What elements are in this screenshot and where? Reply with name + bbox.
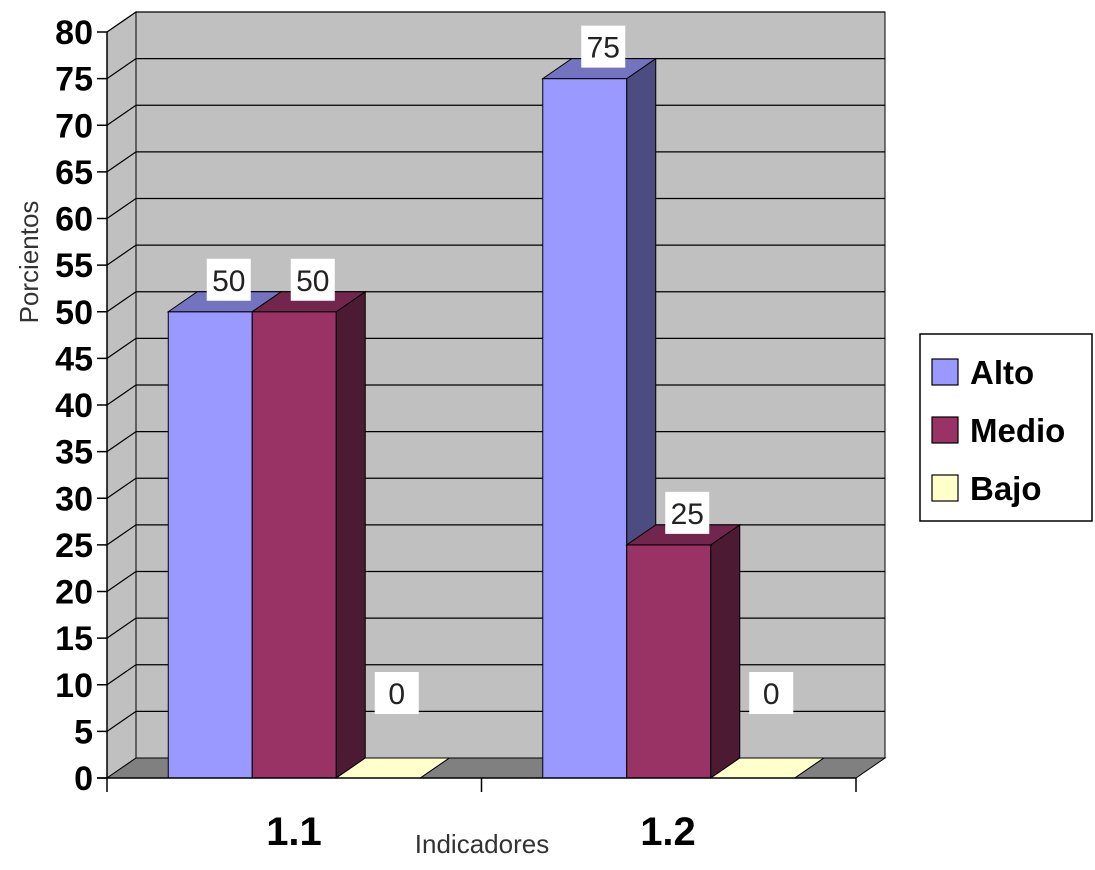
y-tick-label: 70	[55, 107, 93, 145]
legend-swatch	[931, 358, 959, 386]
bar-side	[335, 290, 366, 779]
y-tick-label: 25	[55, 527, 93, 565]
data-label-text: 50	[296, 265, 329, 298]
y-tick-label: 35	[55, 434, 93, 472]
bar-front	[542, 78, 628, 779]
bar-front	[251, 311, 337, 779]
bar-top	[250, 291, 367, 313]
data-label-bajo-1.1: 0	[374, 672, 419, 714]
data-label-alto-1.2: 75	[581, 25, 626, 68]
legend-label: Bajo	[970, 470, 1042, 507]
data-label-bg	[749, 672, 794, 714]
bar-medio-1.2	[625, 523, 742, 779]
data-label-text: 50	[212, 265, 245, 298]
y-tick-label: 65	[55, 154, 93, 192]
y-tick-label: 30	[55, 480, 93, 518]
data-label-text: 75	[587, 32, 620, 65]
bar-side	[710, 523, 741, 779]
axes	[97, 11, 885, 792]
legend-swatch	[931, 474, 959, 502]
y-tick-label: 60	[55, 201, 93, 239]
y-tick-label: 55	[55, 247, 93, 285]
data-label-bg	[206, 258, 251, 301]
data-label-text: 0	[388, 678, 405, 711]
legend-label: Alto	[970, 354, 1034, 391]
y-tick-label: 80	[55, 14, 93, 52]
y-tick-labels: 0 5 10 15 20 25 30 35 40 45 50 55 60 65 70 75 80	[55, 14, 93, 798]
category-label: 1.2	[640, 810, 696, 854]
bar-front	[167, 311, 253, 779]
data-label-bg	[665, 491, 710, 534]
y-tick-label: 0	[74, 760, 93, 798]
y-tick-label: 45	[55, 340, 93, 378]
y-tick-label: 10	[55, 667, 93, 705]
data-label-medio-1.2: 25	[665, 491, 710, 534]
data-label-text: 0	[763, 678, 780, 711]
legend-item-bajo: Bajo	[931, 470, 1042, 507]
data-label-bg	[290, 258, 335, 301]
data-label-alto-1.1: 50	[206, 258, 251, 301]
bar-front	[626, 544, 712, 779]
y-tick-label: 50	[55, 294, 93, 332]
legend-item-medio: Medio	[931, 412, 1065, 449]
y-tick-label: 40	[55, 387, 93, 425]
bar-top	[541, 58, 658, 80]
data-label-bg	[581, 25, 626, 68]
data-label-medio-1.1: 50	[290, 258, 335, 301]
legend: Alto Medio Bajo	[919, 333, 1093, 522]
legend-swatch	[931, 416, 959, 444]
y-axis-title: Porcientos	[14, 201, 44, 324]
x-axis-title: Indicadores	[415, 829, 549, 859]
bars	[166, 57, 826, 779]
bar-bajo-1.1	[334, 757, 451, 779]
y-tick-label: 75	[55, 61, 93, 99]
legend-label: Medio	[970, 412, 1065, 449]
data-label-text: 25	[671, 498, 704, 531]
data-label-bajo-1.2: 0	[749, 672, 794, 714]
data-label-bg	[374, 672, 419, 714]
category-label: 1.1	[266, 810, 322, 854]
legend-item-alto: Alto	[931, 354, 1034, 391]
y-tick-label: 5	[74, 713, 93, 751]
y-tick-label: 15	[55, 620, 93, 658]
bar-top	[625, 524, 742, 546]
x-category-labels: 1.1 1.2	[266, 810, 696, 854]
data-labels: 50 50 0 75 25 0	[206, 25, 794, 714]
bar-medio-1.1	[250, 290, 367, 779]
y-tick-label: 20	[55, 574, 93, 612]
